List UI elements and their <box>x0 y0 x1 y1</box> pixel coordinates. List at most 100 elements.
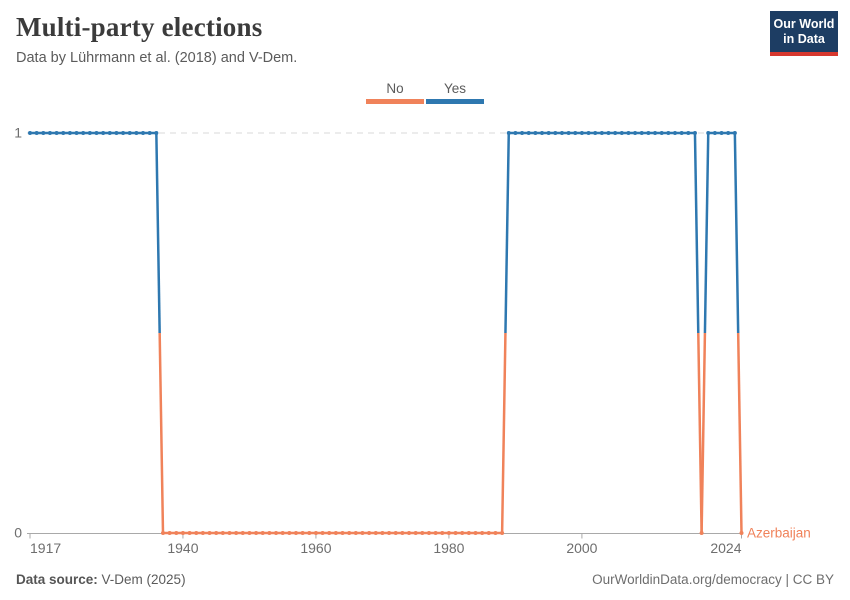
data-point-1958[interactable] <box>300 531 305 535</box>
data-point-1953[interactable] <box>267 531 272 535</box>
data-point-2016[interactable] <box>686 131 691 135</box>
data-point-2010[interactable] <box>646 131 651 135</box>
data-point-1997[interactable] <box>559 131 564 135</box>
data-point-1931[interactable] <box>121 131 126 135</box>
legend-item-no[interactable]: No <box>366 81 424 104</box>
data-point-1934[interactable] <box>141 131 146 135</box>
data-point-1955[interactable] <box>280 531 285 535</box>
data-point-1941[interactable] <box>187 531 192 535</box>
data-point-1984[interactable] <box>473 531 478 535</box>
data-point-1968[interactable] <box>367 531 372 535</box>
data-point-2003[interactable] <box>599 131 604 135</box>
data-point-2009[interactable] <box>639 131 644 135</box>
data-point-1993[interactable] <box>533 131 538 135</box>
data-point-1975[interactable] <box>413 531 418 535</box>
data-point-1980[interactable] <box>446 531 451 535</box>
data-point-1966[interactable] <box>353 531 358 535</box>
entity-label[interactable]: Azerbaijan <box>747 526 811 541</box>
data-point-2001[interactable] <box>586 131 591 135</box>
data-point-1976[interactable] <box>420 531 425 535</box>
data-point-2006[interactable] <box>619 131 624 135</box>
data-point-1989[interactable] <box>506 131 511 135</box>
data-point-2020[interactable] <box>712 131 717 135</box>
data-point-1973[interactable] <box>400 531 405 535</box>
data-point-1960[interactable] <box>313 531 318 535</box>
data-point-1974[interactable] <box>407 531 412 535</box>
data-point-1938[interactable] <box>167 531 172 535</box>
data-point-1956[interactable] <box>287 531 292 535</box>
data-point-1942[interactable] <box>194 531 199 535</box>
data-point-2017[interactable] <box>692 131 697 135</box>
data-point-1918[interactable] <box>34 131 39 135</box>
data-point-1981[interactable] <box>453 531 458 535</box>
data-point-1979[interactable] <box>440 531 445 535</box>
data-point-1921[interactable] <box>54 131 59 135</box>
data-point-1922[interactable] <box>61 131 66 135</box>
data-point-2014[interactable] <box>673 131 678 135</box>
legend-item-yes[interactable]: Yes <box>426 81 484 104</box>
data-point-1949[interactable] <box>240 531 245 535</box>
data-point-1940[interactable] <box>180 531 185 535</box>
data-point-1935[interactable] <box>147 131 152 135</box>
data-point-2008[interactable] <box>633 131 638 135</box>
data-point-1988[interactable] <box>500 531 505 535</box>
data-point-1998[interactable] <box>566 131 571 135</box>
data-point-2024[interactable] <box>739 531 744 535</box>
data-point-1994[interactable] <box>540 131 545 135</box>
data-point-1919[interactable] <box>41 131 46 135</box>
credit-link[interactable]: OurWorldinData.org/democracy | CC BY <box>592 572 834 587</box>
data-point-1933[interactable] <box>134 131 139 135</box>
data-point-1996[interactable] <box>553 131 558 135</box>
data-point-1917[interactable] <box>28 131 32 135</box>
data-point-1924[interactable] <box>74 131 79 135</box>
data-point-1948[interactable] <box>234 531 239 535</box>
data-point-2002[interactable] <box>593 131 598 135</box>
data-point-2013[interactable] <box>666 131 671 135</box>
data-point-1962[interactable] <box>327 531 332 535</box>
data-point-1925[interactable] <box>81 131 86 135</box>
data-point-1927[interactable] <box>94 131 99 135</box>
data-point-1959[interactable] <box>307 531 312 535</box>
data-point-1928[interactable] <box>101 131 106 135</box>
data-point-2012[interactable] <box>659 131 664 135</box>
data-point-2007[interactable] <box>626 131 631 135</box>
owid-logo[interactable]: Our World in Data <box>770 11 838 56</box>
data-point-1970[interactable] <box>380 531 385 535</box>
data-point-1991[interactable] <box>520 131 525 135</box>
data-point-1930[interactable] <box>114 131 119 135</box>
data-point-1961[interactable] <box>320 531 325 535</box>
data-point-1932[interactable] <box>127 131 132 135</box>
data-point-2018[interactable] <box>699 531 704 535</box>
data-point-2015[interactable] <box>679 131 684 135</box>
data-point-1985[interactable] <box>480 531 485 535</box>
data-point-2011[interactable] <box>653 131 658 135</box>
data-point-1936[interactable] <box>154 131 159 135</box>
data-point-1923[interactable] <box>67 131 72 135</box>
data-point-1944[interactable] <box>207 531 212 535</box>
data-point-1969[interactable] <box>373 531 378 535</box>
data-point-1977[interactable] <box>426 531 431 535</box>
data-point-1952[interactable] <box>260 531 265 535</box>
data-point-1987[interactable] <box>493 531 498 535</box>
data-point-1964[interactable] <box>340 531 345 535</box>
data-point-1954[interactable] <box>274 531 279 535</box>
data-point-1965[interactable] <box>347 531 352 535</box>
data-point-1945[interactable] <box>214 531 219 535</box>
data-point-2019[interactable] <box>706 131 711 135</box>
data-point-2022[interactable] <box>726 131 731 135</box>
data-point-1937[interactable] <box>160 531 165 535</box>
data-point-1947[interactable] <box>227 531 232 535</box>
data-point-2021[interactable] <box>719 131 724 135</box>
data-point-1963[interactable] <box>333 531 338 535</box>
data-point-1939[interactable] <box>174 531 179 535</box>
data-point-1967[interactable] <box>360 531 365 535</box>
data-point-1990[interactable] <box>513 131 518 135</box>
data-point-1971[interactable] <box>387 531 392 535</box>
data-point-1946[interactable] <box>220 531 225 535</box>
data-point-1929[interactable] <box>107 131 112 135</box>
data-point-1972[interactable] <box>393 531 398 535</box>
data-point-1950[interactable] <box>247 531 252 535</box>
data-point-2004[interactable] <box>606 131 611 135</box>
data-point-1943[interactable] <box>200 531 205 535</box>
